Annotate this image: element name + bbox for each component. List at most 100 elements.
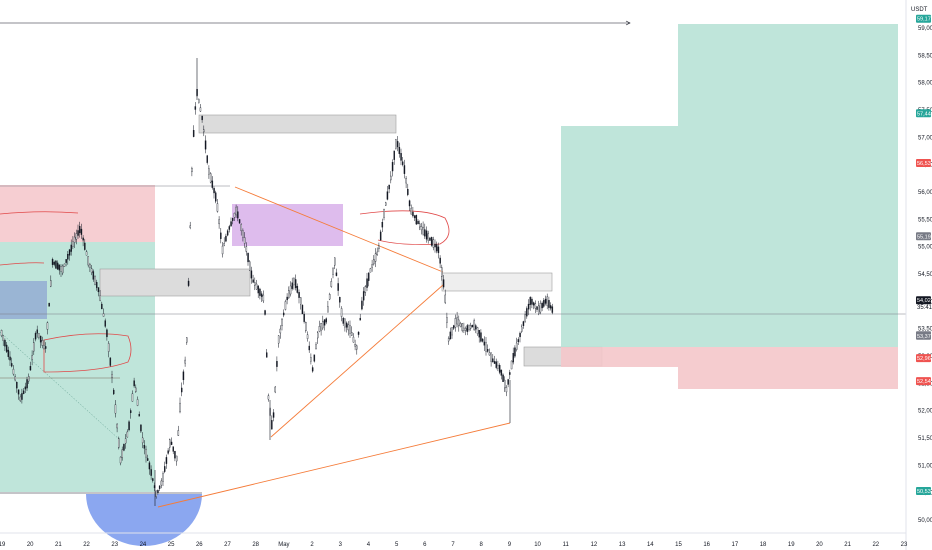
candle-body [449,331,452,340]
candle-body [498,365,501,373]
candle-body [162,473,164,482]
candle-body [357,331,360,335]
candle-body [192,130,195,137]
y-tick-label: 56,00 [918,190,932,196]
red-curve-4 [359,210,450,245]
blue-box-left [0,281,47,319]
candle-body [544,298,547,304]
candle-body [493,361,496,364]
candle-body [510,360,513,370]
candle-body [133,380,135,387]
candle-body [12,368,15,375]
candle-body [213,188,215,194]
candle-body [141,437,144,444]
red-stop-1 [561,347,678,367]
candle-body [172,446,174,452]
candle-body [79,226,81,234]
candle-body [7,349,10,357]
candle-body [323,319,326,326]
candle-body [218,219,220,225]
grey-zone-mid [99,268,251,297]
candle-body [396,141,399,148]
candle-body [160,480,163,486]
candle-body [315,344,317,349]
candle-body [152,478,154,481]
candle-body [94,275,96,285]
candle-body [136,399,139,406]
candle-body [374,253,377,262]
candle-body [92,271,95,280]
candle-body [116,423,118,429]
candle-body [58,264,61,271]
candle-body [354,344,356,347]
candle-body [174,450,176,459]
candle-body [225,235,227,242]
candle-body [186,337,188,343]
x-tick-label: 17 [732,542,739,548]
price-badge [916,14,931,23]
candle-body [266,352,268,358]
zones-layer [0,24,898,546]
candle-body [201,115,203,121]
candle-body [293,277,295,286]
candle-body [215,192,217,202]
x-tick-label: 16 [703,542,710,548]
candle-body [157,490,159,493]
candle-body [311,367,314,372]
candle-body [289,285,292,295]
candle-body [415,215,418,225]
candle-body [14,376,16,381]
candle-body [75,233,78,240]
candle-body [444,294,446,303]
candle-body [119,456,122,464]
candle-body [245,246,248,252]
candle-body [487,349,489,352]
price-badge-label: 57,44 [917,111,931,117]
candle-body [356,345,358,350]
candle-body [330,281,333,287]
candle-body [260,293,263,297]
x-tick-label: 25 [168,542,175,548]
price-badge [916,331,931,340]
candle-body [111,374,113,378]
candle-body [84,242,86,250]
candle-body [405,178,407,184]
price-badge [916,232,931,241]
candle-body [420,226,423,231]
candle-body [403,165,406,174]
x-tick-label: 28 [252,542,259,548]
candle-body [277,335,280,344]
grey-zone-top [198,114,397,134]
candle-body [140,424,142,432]
candle-body [305,321,307,332]
red-curve-2 [0,262,45,266]
orange-lower-line [270,284,444,438]
y-tick-label: 55,50 [918,217,932,223]
candle-body [203,129,205,133]
x-tick-label: 23 [901,542,908,548]
x-tick-label: 26 [196,542,203,548]
candle-body [257,285,259,294]
candle-body [158,485,161,489]
candle-body [447,338,450,342]
candle-body [226,230,229,236]
candle-body [453,325,455,329]
x-tick-label: 19 [788,542,795,548]
candle-body [247,252,249,263]
orange-long-line [157,422,511,508]
x-tick-label: 10 [534,542,541,548]
candle-body [232,218,234,221]
candle-body [121,449,123,458]
candle-body [73,236,76,243]
candle-body [138,414,140,417]
candle-body [342,318,344,324]
y-tick-label: 51,50 [918,436,932,442]
grey-zone-right [441,272,553,292]
candle-body [272,412,275,418]
candle-body [254,282,256,286]
candle-body [175,455,178,462]
candle-body [339,297,341,303]
candle-body [466,325,469,332]
